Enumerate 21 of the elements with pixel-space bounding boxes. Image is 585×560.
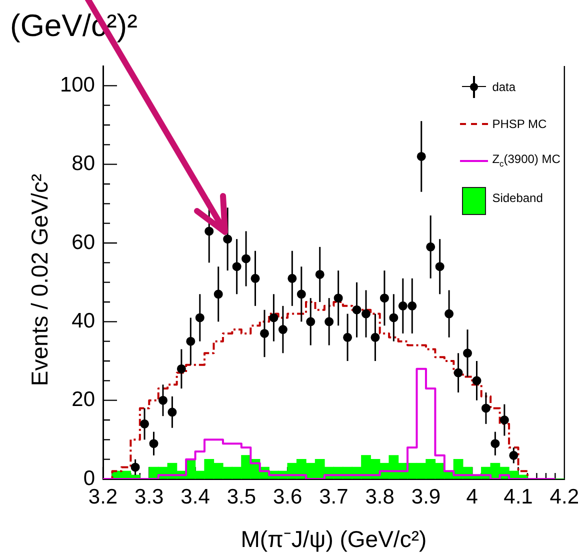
y-tick-label: 60 <box>72 230 95 254</box>
y-tick-label: 80 <box>72 152 95 176</box>
x-axis-title: M(π⁻J/ψ) (GeV/c²) <box>240 525 427 554</box>
x-tick-label: 4.1 <box>504 485 533 508</box>
legend-label: PHSP MC <box>492 116 547 130</box>
x-tick-label: 4.2 <box>550 485 580 508</box>
y-tick-label: 40 <box>72 309 95 332</box>
y-tick-label: 100 <box>60 73 95 96</box>
y-tick-label: 20 <box>72 388 95 412</box>
legend-label: Sideband <box>492 190 543 204</box>
x-tick-label: 3.7 <box>319 485 348 508</box>
x-tick-label: 3.5 <box>226 485 256 508</box>
legend-label: data <box>492 80 516 94</box>
x-tick-label: 3.9 <box>411 485 441 508</box>
x-tick-label: 3.8 <box>365 485 394 508</box>
y-axis-title: Events / 0.02 GeV/c² <box>26 174 54 386</box>
x-tick-label: 3.4 <box>180 485 210 508</box>
x-tick-label: 3.6 <box>272 485 302 508</box>
x-tick-label: 3.3 <box>134 485 164 508</box>
x-tick-label: 4 <box>466 485 478 508</box>
legend-label: Z$_{c}$(3900) MC <box>492 152 560 169</box>
